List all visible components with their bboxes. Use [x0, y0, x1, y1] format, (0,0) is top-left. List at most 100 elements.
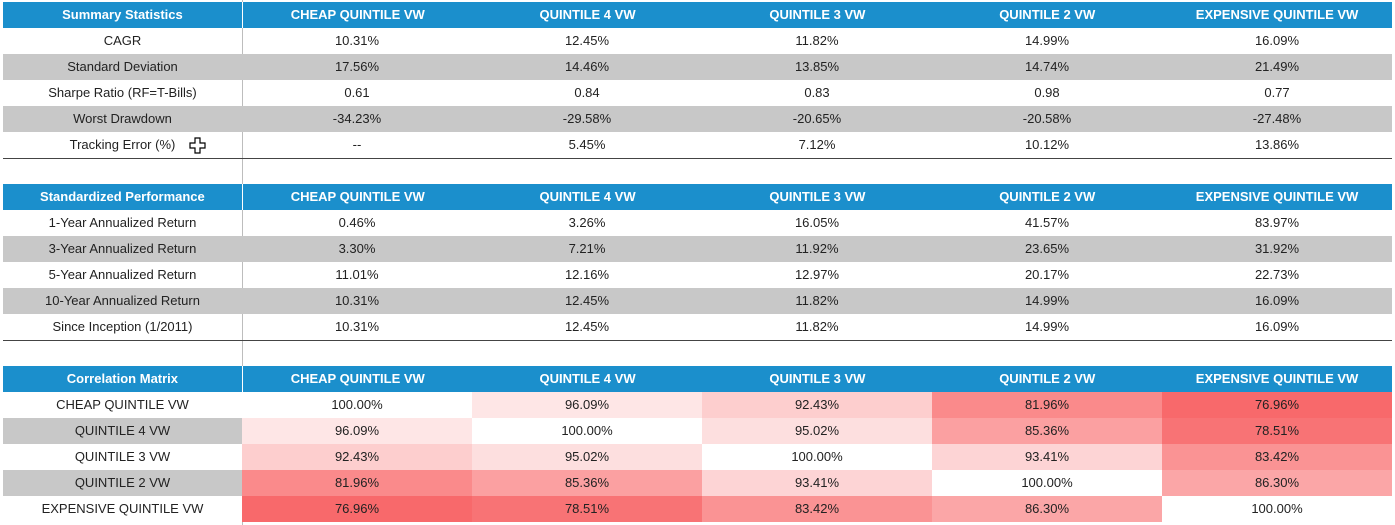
data-cell[interactable]: 0.84	[574, 85, 600, 100]
data-cell[interactable]: 83.97%	[1254, 215, 1300, 230]
row-label[interactable]: CHEAP QUINTILE VW	[56, 397, 189, 412]
correlation-cell[interactable]: 78.51%	[472, 496, 702, 522]
data-cell[interactable]: 11.82%	[795, 293, 839, 308]
data-cell[interactable]: --	[352, 137, 362, 152]
data-cell[interactable]: 10.12%	[1024, 137, 1070, 152]
data-cell[interactable]: 31.92%	[1254, 241, 1300, 256]
correlation-cell[interactable]: 100.00%	[242, 392, 472, 418]
correlation-cell[interactable]: 93.41%	[702, 470, 932, 496]
data-cell[interactable]: 22.73%	[1254, 267, 1300, 282]
correlation-cell[interactable]: 81.96%	[932, 392, 1162, 418]
correlation-cell[interactable]: 95.02%	[472, 444, 702, 470]
data-cell[interactable]: 0.61	[344, 85, 370, 100]
correlation-cell[interactable]: 93.41%	[932, 444, 1162, 470]
data-cell[interactable]: 12.16%	[564, 267, 610, 282]
correlation-cell[interactable]: 78.51%	[1162, 418, 1392, 444]
correlation-cell[interactable]: 86.30%	[1162, 470, 1392, 496]
row-label[interactable]: QUINTILE 2 VW	[74, 475, 171, 490]
correlation-cell[interactable]: 83.42%	[702, 496, 932, 522]
data-cell[interactable]: -29.58%	[562, 111, 612, 126]
data-cell[interactable]: 0.83	[804, 85, 830, 100]
correlation-cell[interactable]: 92.43%	[702, 392, 932, 418]
data-cell[interactable]: 16.09%	[1254, 33, 1300, 48]
row-label[interactable]: QUINTILE 4 VW	[74, 423, 171, 438]
correlation-cell[interactable]: 95.02%	[702, 418, 932, 444]
data-cell[interactable]: -20.58%	[1022, 111, 1072, 126]
data-cell[interactable]: 21.49%	[1254, 59, 1300, 74]
data-cell[interactable]: 14.99%	[1024, 33, 1070, 48]
data-cell[interactable]: 7.21%	[568, 241, 606, 256]
row-label[interactable]: EXPENSIVE QUINTILE VW	[41, 501, 204, 516]
data-cell[interactable]: 14.74%	[1024, 59, 1070, 74]
data-cell[interactable]: 11.82%	[795, 33, 839, 48]
data-cell[interactable]: 14.46%	[564, 59, 610, 74]
table-row: 3-Year Annualized Return 3.30% 7.21% 11.…	[3, 236, 1392, 262]
column-header: QUINTILE 3 VW	[769, 371, 866, 386]
row-label[interactable]: 5-Year Annualized Return	[48, 267, 197, 282]
correlation-cell[interactable]: 100.00%	[1162, 496, 1392, 522]
data-cell[interactable]: 7.12%	[798, 137, 836, 152]
correlation-cell[interactable]: 85.36%	[932, 418, 1162, 444]
column-header: QUINTILE 4 VW	[539, 189, 636, 204]
data-cell[interactable]: 14.99%	[1024, 293, 1070, 308]
row-label[interactable]: 10-Year Annualized Return	[45, 293, 200, 308]
row-label[interactable]: Standard Deviation	[67, 59, 178, 74]
correlation-cell[interactable]: 100.00%	[932, 470, 1162, 496]
data-cell[interactable]: 23.65%	[1024, 241, 1070, 256]
correlation-cell[interactable]: 81.96%	[242, 470, 472, 496]
data-cell[interactable]: 10.31%	[334, 33, 380, 48]
correlation-cell[interactable]: 86.30%	[932, 496, 1162, 522]
correlation-cell[interactable]: 100.00%	[702, 444, 932, 470]
data-cell[interactable]: -27.48%	[1252, 111, 1302, 126]
data-cell[interactable]: 11.01%	[335, 267, 379, 282]
table-row: Since Inception (1/2011) 10.31% 12.45% 1…	[3, 314, 1392, 341]
data-cell[interactable]: 0.98	[1034, 85, 1060, 100]
data-cell[interactable]: 12.45%	[564, 33, 610, 48]
correlation-cell[interactable]: 96.09%	[242, 418, 472, 444]
data-cell[interactable]: 5.45%	[568, 137, 606, 152]
correlation-cell[interactable]: 96.09%	[472, 392, 702, 418]
data-cell[interactable]: 0.77	[1264, 85, 1290, 100]
data-cell[interactable]: 3.26%	[568, 215, 606, 230]
data-cell[interactable]: 0.46%	[338, 215, 376, 230]
correlation-cell[interactable]: 85.36%	[472, 470, 702, 496]
summary-header-row: Summary Statistics CHEAP QUINTILE VW QUI…	[3, 2, 1392, 28]
data-cell[interactable]: 11.92%	[795, 241, 839, 256]
data-cell[interactable]: 3.30%	[338, 241, 376, 256]
data-cell[interactable]: 12.45%	[564, 319, 610, 334]
table-row: Standard Deviation 17.56% 14.46% 13.85% …	[3, 54, 1392, 80]
row-label[interactable]: 3-Year Annualized Return	[48, 241, 197, 256]
data-cell[interactable]: 12.45%	[564, 293, 610, 308]
data-cell[interactable]: 13.86%	[1254, 137, 1300, 152]
data-cell[interactable]: 14.99%	[1024, 319, 1070, 334]
row-label[interactable]: Sharpe Ratio (RF=T-Bills)	[48, 85, 197, 100]
row-label[interactable]: QUINTILE 3 VW	[74, 449, 171, 464]
correlation-cell[interactable]: 76.96%	[1162, 392, 1392, 418]
table-row: 10-Year Annualized Return 10.31% 12.45% …	[3, 288, 1392, 314]
row-label[interactable]: CAGR	[103, 33, 142, 48]
correlation-cell[interactable]: 83.42%	[1162, 444, 1392, 470]
column-header: CHEAP QUINTILE VW	[290, 189, 425, 204]
row-label[interactable]: Tracking Error (%)	[69, 137, 176, 152]
table-row: EXPENSIVE QUINTILE VW 76.96% 78.51% 83.4…	[3, 496, 1392, 522]
row-label[interactable]: Since Inception (1/2011)	[52, 319, 193, 334]
data-cell[interactable]: 13.85%	[794, 59, 840, 74]
data-cell[interactable]: 16.09%	[1254, 319, 1300, 334]
data-cell[interactable]: -20.65%	[792, 111, 842, 126]
data-cell[interactable]: 20.17%	[1024, 267, 1070, 282]
data-cell[interactable]: -34.23%	[332, 111, 382, 126]
data-cell[interactable]: 11.82%	[795, 319, 839, 334]
data-cell[interactable]: 10.31%	[334, 293, 380, 308]
row-label[interactable]: Worst Drawdown	[73, 111, 172, 126]
correlation-cell[interactable]: 76.96%	[242, 496, 472, 522]
data-cell[interactable]: 16.09%	[1254, 293, 1300, 308]
data-cell[interactable]: 41.57%	[1024, 215, 1070, 230]
data-cell[interactable]: 17.56%	[334, 59, 380, 74]
row-label[interactable]: 1-Year Annualized Return	[48, 215, 197, 230]
data-cell[interactable]: 10.31%	[334, 319, 380, 334]
data-cell[interactable]: 12.97%	[794, 267, 840, 282]
correlation-cell[interactable]: 100.00%	[472, 418, 702, 444]
data-cell[interactable]: 16.05%	[794, 215, 840, 230]
correlation-header-row: Correlation Matrix CHEAP QUINTILE VW QUI…	[3, 366, 1392, 392]
correlation-cell[interactable]: 92.43%	[242, 444, 472, 470]
